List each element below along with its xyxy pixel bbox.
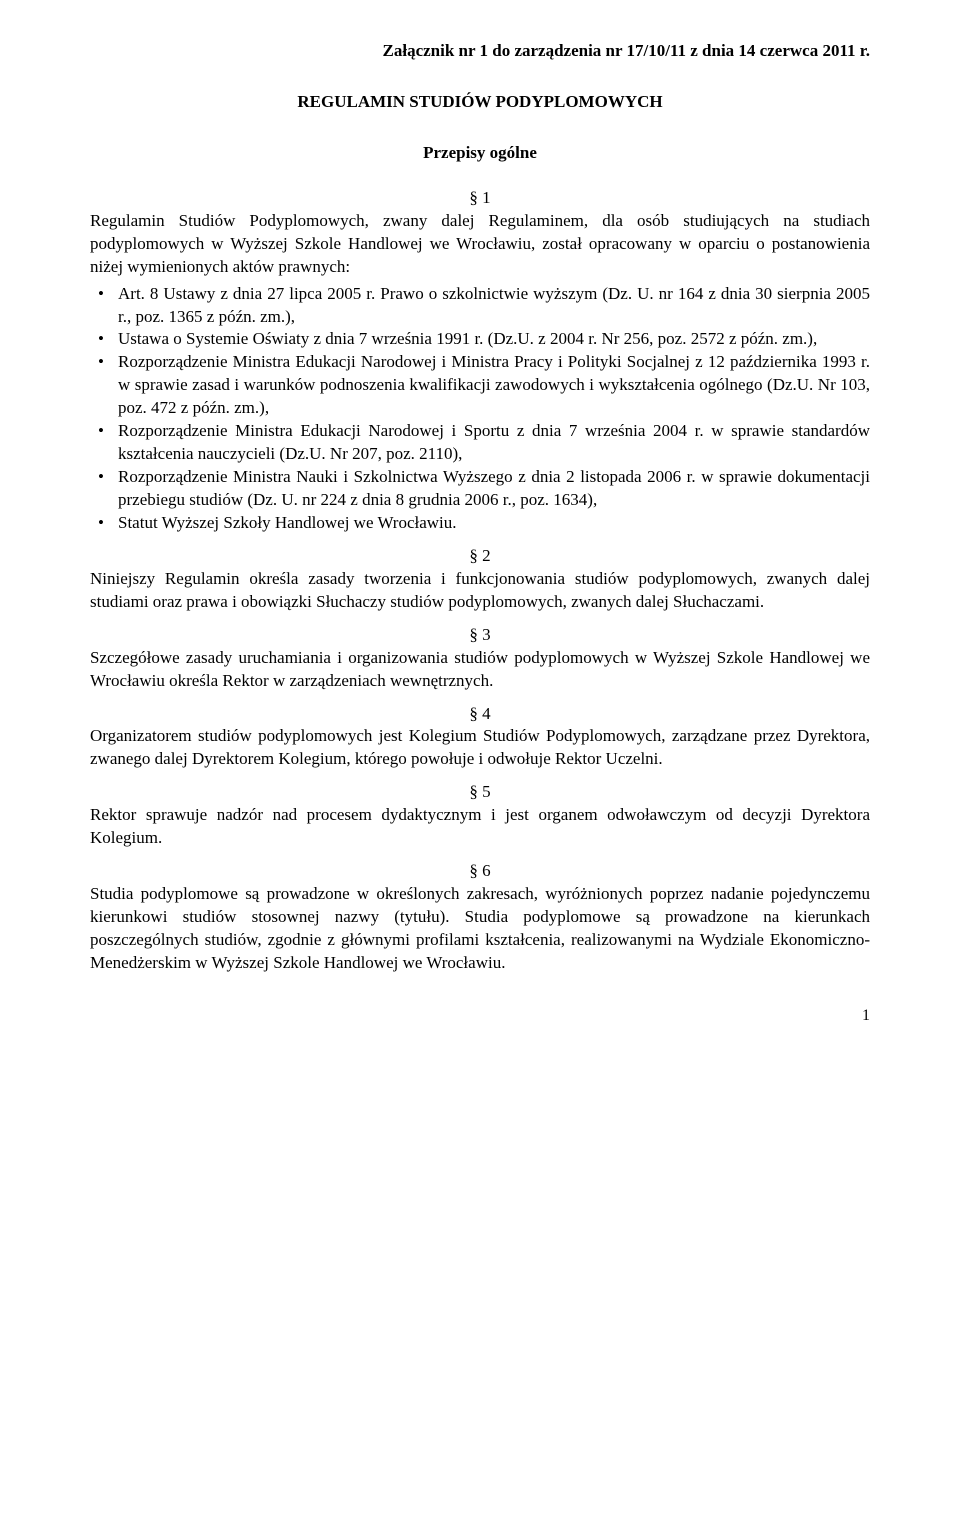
list-item: Rozporządzenie Ministra Edukacji Narodow…	[90, 351, 870, 420]
attachment-header: Załącznik nr 1 do zarządzenia nr 17/10/1…	[90, 40, 870, 63]
general-provisions-heading: Przepisy ogólne	[90, 142, 870, 165]
page-number: 1	[90, 1005, 870, 1027]
list-item: Rozporządzenie Ministra Nauki i Szkolnic…	[90, 466, 870, 512]
section-5-text: Rektor sprawuje nadzór nad procesem dyda…	[90, 804, 870, 850]
section-2-number: § 2	[90, 545, 870, 568]
section-2-text: Niniejszy Regulamin określa zasady tworz…	[90, 568, 870, 614]
section-4-number: § 4	[90, 703, 870, 726]
document-title: REGULAMIN STUDIÓW PODYPLOMOWYCH	[90, 91, 870, 114]
list-item: Ustawa o Systemie Oświaty z dnia 7 wrześ…	[90, 328, 870, 351]
section-6-number: § 6	[90, 860, 870, 883]
section-3-number: § 3	[90, 624, 870, 647]
section-3-text: Szczegółowe zasady uruchamiania i organi…	[90, 647, 870, 693]
list-item: Art. 8 Ustawy z dnia 27 lipca 2005 r. Pr…	[90, 283, 870, 329]
section-6-text: Studia podyplomowe są prowadzone w okreś…	[90, 883, 870, 975]
list-item: Statut Wyższej Szkoły Handlowej we Wrocł…	[90, 512, 870, 535]
section-4-text: Organizatorem studiów podyplomowych jest…	[90, 725, 870, 771]
list-item: Rozporządzenie Ministra Edukacji Narodow…	[90, 420, 870, 466]
section-1-number: § 1	[90, 187, 870, 210]
section-1-intro: Regulamin Studiów Podyplomowych, zwany d…	[90, 210, 870, 279]
section-1-bullets: Art. 8 Ustawy z dnia 27 lipca 2005 r. Pr…	[90, 283, 870, 535]
section-5-number: § 5	[90, 781, 870, 804]
